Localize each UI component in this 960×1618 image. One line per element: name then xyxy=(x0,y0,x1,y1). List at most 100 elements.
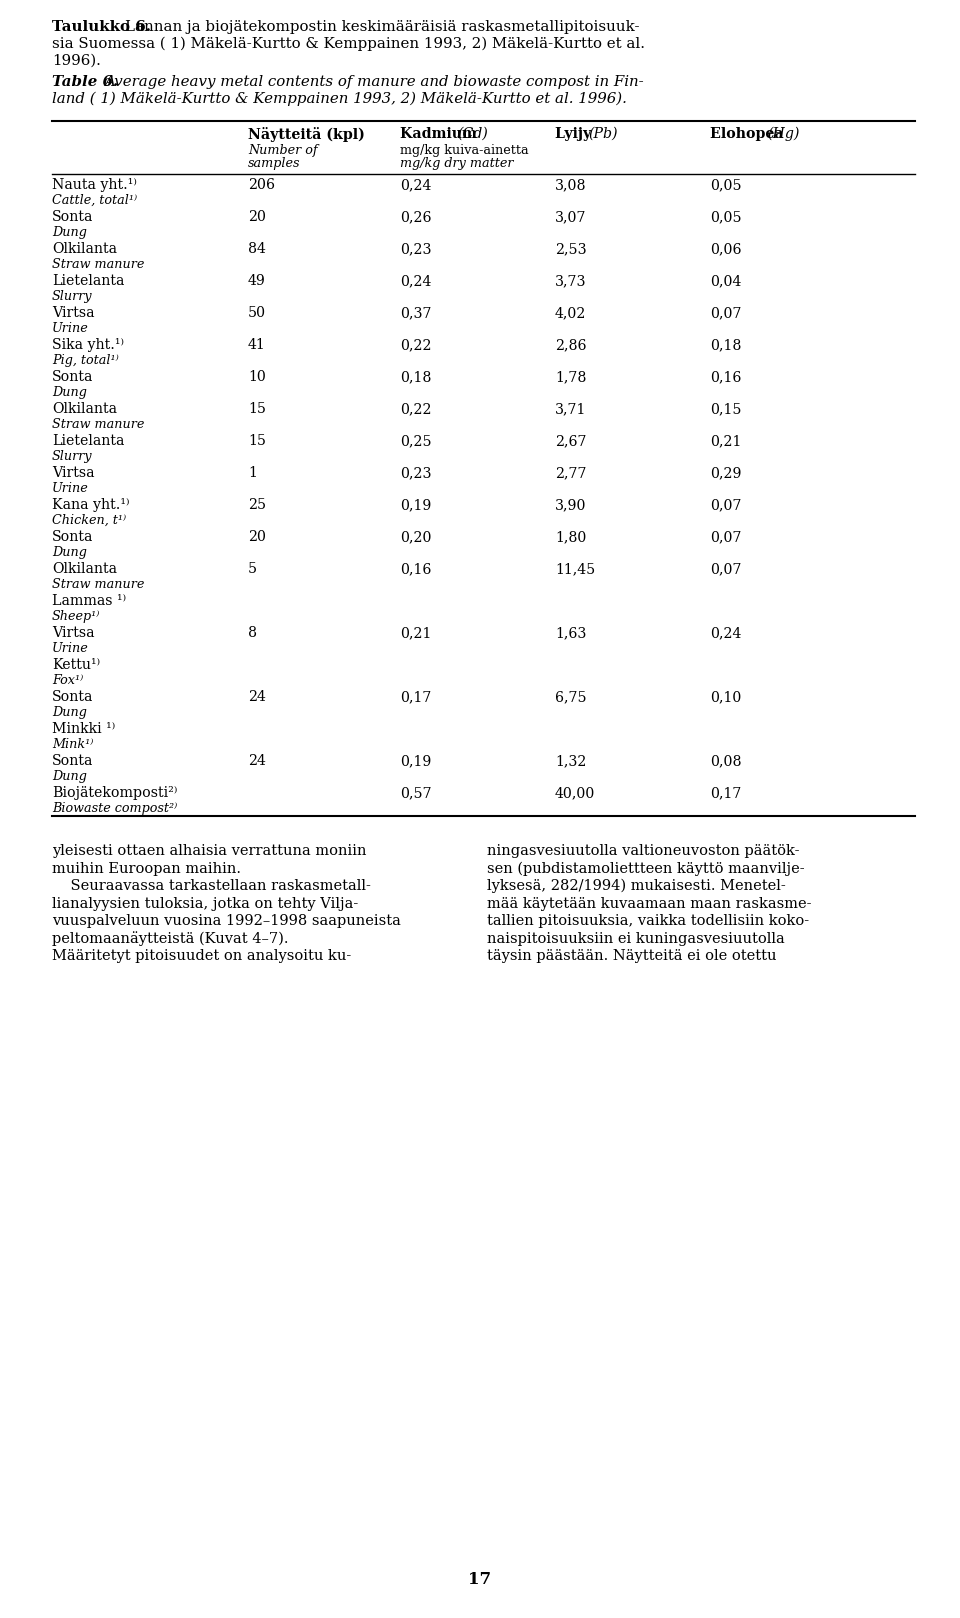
Text: Mink¹⁾: Mink¹⁾ xyxy=(52,738,93,751)
Text: 0,19: 0,19 xyxy=(400,498,431,511)
Text: 0,57: 0,57 xyxy=(400,786,432,799)
Text: Biowaste compost²⁾: Biowaste compost²⁾ xyxy=(52,803,178,815)
Text: 49: 49 xyxy=(248,273,266,288)
Text: Urine: Urine xyxy=(52,642,88,655)
Text: 15: 15 xyxy=(248,401,266,416)
Text: samples: samples xyxy=(248,157,300,170)
Text: 0,23: 0,23 xyxy=(400,243,431,256)
Text: Slurry: Slurry xyxy=(52,290,92,303)
Text: 3,73: 3,73 xyxy=(555,273,587,288)
Text: Sika yht.¹⁾: Sika yht.¹⁾ xyxy=(52,338,124,353)
Text: 0,07: 0,07 xyxy=(710,561,741,576)
Text: Dung: Dung xyxy=(52,770,86,783)
Text: Kadmium: Kadmium xyxy=(400,126,482,141)
Text: 10: 10 xyxy=(248,371,266,383)
Text: (Hg): (Hg) xyxy=(767,126,800,141)
Text: Urine: Urine xyxy=(52,322,88,335)
Text: Sonta: Sonta xyxy=(52,531,93,544)
Text: Straw manure: Straw manure xyxy=(52,578,144,591)
Text: 2,53: 2,53 xyxy=(555,243,587,256)
Text: Olkilanta: Olkilanta xyxy=(52,243,117,256)
Text: (Pb): (Pb) xyxy=(588,126,617,141)
Text: Kettu¹⁾: Kettu¹⁾ xyxy=(52,659,100,671)
Text: Sonta: Sonta xyxy=(52,371,93,383)
Text: 0,10: 0,10 xyxy=(710,689,741,704)
Text: Dung: Dung xyxy=(52,387,86,400)
Text: 25: 25 xyxy=(248,498,266,511)
Text: Olkilanta: Olkilanta xyxy=(52,401,117,416)
Text: 3,07: 3,07 xyxy=(555,210,587,223)
Text: 2,86: 2,86 xyxy=(555,338,587,353)
Text: 0,25: 0,25 xyxy=(400,434,432,448)
Text: 206: 206 xyxy=(248,178,275,193)
Text: Nauta yht.¹⁾: Nauta yht.¹⁾ xyxy=(52,178,137,193)
Text: sen (pubdistamoliettteen käyttö maanvilje-: sen (pubdistamoliettteen käyttö maanvilj… xyxy=(487,861,804,875)
Text: 0,24: 0,24 xyxy=(710,626,741,641)
Text: Pig, total¹⁾: Pig, total¹⁾ xyxy=(52,354,119,367)
Text: Dung: Dung xyxy=(52,705,86,718)
Text: Virtsa: Virtsa xyxy=(52,466,94,481)
Text: naispitoisuuksiin ei kuningasvesiuutolla: naispitoisuuksiin ei kuningasvesiuutolla xyxy=(487,932,784,945)
Text: Dung: Dung xyxy=(52,227,86,239)
Text: Slurry: Slurry xyxy=(52,450,92,463)
Text: Sonta: Sonta xyxy=(52,210,93,223)
Text: 0,07: 0,07 xyxy=(710,306,741,320)
Text: sia Suomessa ( 1) Mäkelä-Kurtto & Kemppainen 1993, 2) Mäkelä-Kurtto et al.: sia Suomessa ( 1) Mäkelä-Kurtto & Kemppa… xyxy=(52,37,645,52)
Text: Chicken, t¹⁾: Chicken, t¹⁾ xyxy=(52,515,126,527)
Text: (Cd): (Cd) xyxy=(457,126,488,141)
Text: 0,20: 0,20 xyxy=(400,531,431,544)
Text: 0,07: 0,07 xyxy=(710,498,741,511)
Text: vuuspalveluun vuosina 1992–1998 saapuneista: vuuspalveluun vuosina 1992–1998 saapunei… xyxy=(52,914,401,929)
Text: 3,71: 3,71 xyxy=(555,401,587,416)
Text: 17: 17 xyxy=(468,1571,492,1587)
Text: Lyijy: Lyijy xyxy=(555,126,596,141)
Text: 4,02: 4,02 xyxy=(555,306,587,320)
Text: 5: 5 xyxy=(248,561,257,576)
Text: 1,78: 1,78 xyxy=(555,371,587,383)
Text: 0,19: 0,19 xyxy=(400,754,431,769)
Text: 1996).: 1996). xyxy=(52,53,101,68)
Text: yleisesti ottaen alhaisia verrattuna moniin: yleisesti ottaen alhaisia verrattuna mon… xyxy=(52,845,367,858)
Text: Taulukko 6.: Taulukko 6. xyxy=(52,19,151,34)
Text: 0,05: 0,05 xyxy=(710,178,742,193)
Text: Minkki ¹⁾: Minkki ¹⁾ xyxy=(52,722,115,736)
Text: 1,80: 1,80 xyxy=(555,531,587,544)
Text: muihin Euroopan maihin.: muihin Euroopan maihin. xyxy=(52,861,241,875)
Text: 2,67: 2,67 xyxy=(555,434,587,448)
Text: 0,21: 0,21 xyxy=(400,626,431,641)
Text: Fox¹⁾: Fox¹⁾ xyxy=(52,675,84,688)
Text: 40,00: 40,00 xyxy=(555,786,595,799)
Text: Biojätekomposti²⁾: Biojätekomposti²⁾ xyxy=(52,786,178,799)
Text: 1,32: 1,32 xyxy=(555,754,587,769)
Text: Virtsa: Virtsa xyxy=(52,626,94,641)
Text: 0,17: 0,17 xyxy=(710,786,741,799)
Text: Sheep¹⁾: Sheep¹⁾ xyxy=(52,610,101,623)
Text: Kana yht.¹⁾: Kana yht.¹⁾ xyxy=(52,498,130,511)
Text: Dung: Dung xyxy=(52,545,86,558)
Text: 1: 1 xyxy=(248,466,257,481)
Text: ningasvesiuutolla valtioneuvoston päätök-: ningasvesiuutolla valtioneuvoston päätök… xyxy=(487,845,800,858)
Text: 2,77: 2,77 xyxy=(555,466,587,481)
Text: peltomaanäytteistä (Kuvat 4–7).: peltomaanäytteistä (Kuvat 4–7). xyxy=(52,932,289,947)
Text: mää käytetään kuvaamaan maan raskasme-: mää käytetään kuvaamaan maan raskasme- xyxy=(487,896,811,911)
Text: 0,07: 0,07 xyxy=(710,531,741,544)
Text: 0,16: 0,16 xyxy=(710,371,741,383)
Text: mg/kg dry matter: mg/kg dry matter xyxy=(400,157,514,170)
Text: Elohopea: Elohopea xyxy=(710,126,788,141)
Text: 24: 24 xyxy=(248,689,266,704)
Text: Table 6.: Table 6. xyxy=(52,74,118,89)
Text: Lietelanta: Lietelanta xyxy=(52,434,125,448)
Text: lyksesä, 282/1994) mukaisesti. Menetel-: lyksesä, 282/1994) mukaisesti. Menetel- xyxy=(487,879,785,893)
Text: tallien pitoisuuksia, vaikka todellisiin koko-: tallien pitoisuuksia, vaikka todellisiin… xyxy=(487,914,809,929)
Text: mg/kg kuiva-ainetta: mg/kg kuiva-ainetta xyxy=(400,144,529,157)
Text: 0,18: 0,18 xyxy=(710,338,741,353)
Text: 0,16: 0,16 xyxy=(400,561,431,576)
Text: 0,21: 0,21 xyxy=(710,434,741,448)
Text: 24: 24 xyxy=(248,754,266,769)
Text: 0,08: 0,08 xyxy=(710,754,741,769)
Text: 0,05: 0,05 xyxy=(710,210,742,223)
Text: Virtsa: Virtsa xyxy=(52,306,94,320)
Text: 11,45: 11,45 xyxy=(555,561,595,576)
Text: 8: 8 xyxy=(248,626,257,641)
Text: 0,17: 0,17 xyxy=(400,689,431,704)
